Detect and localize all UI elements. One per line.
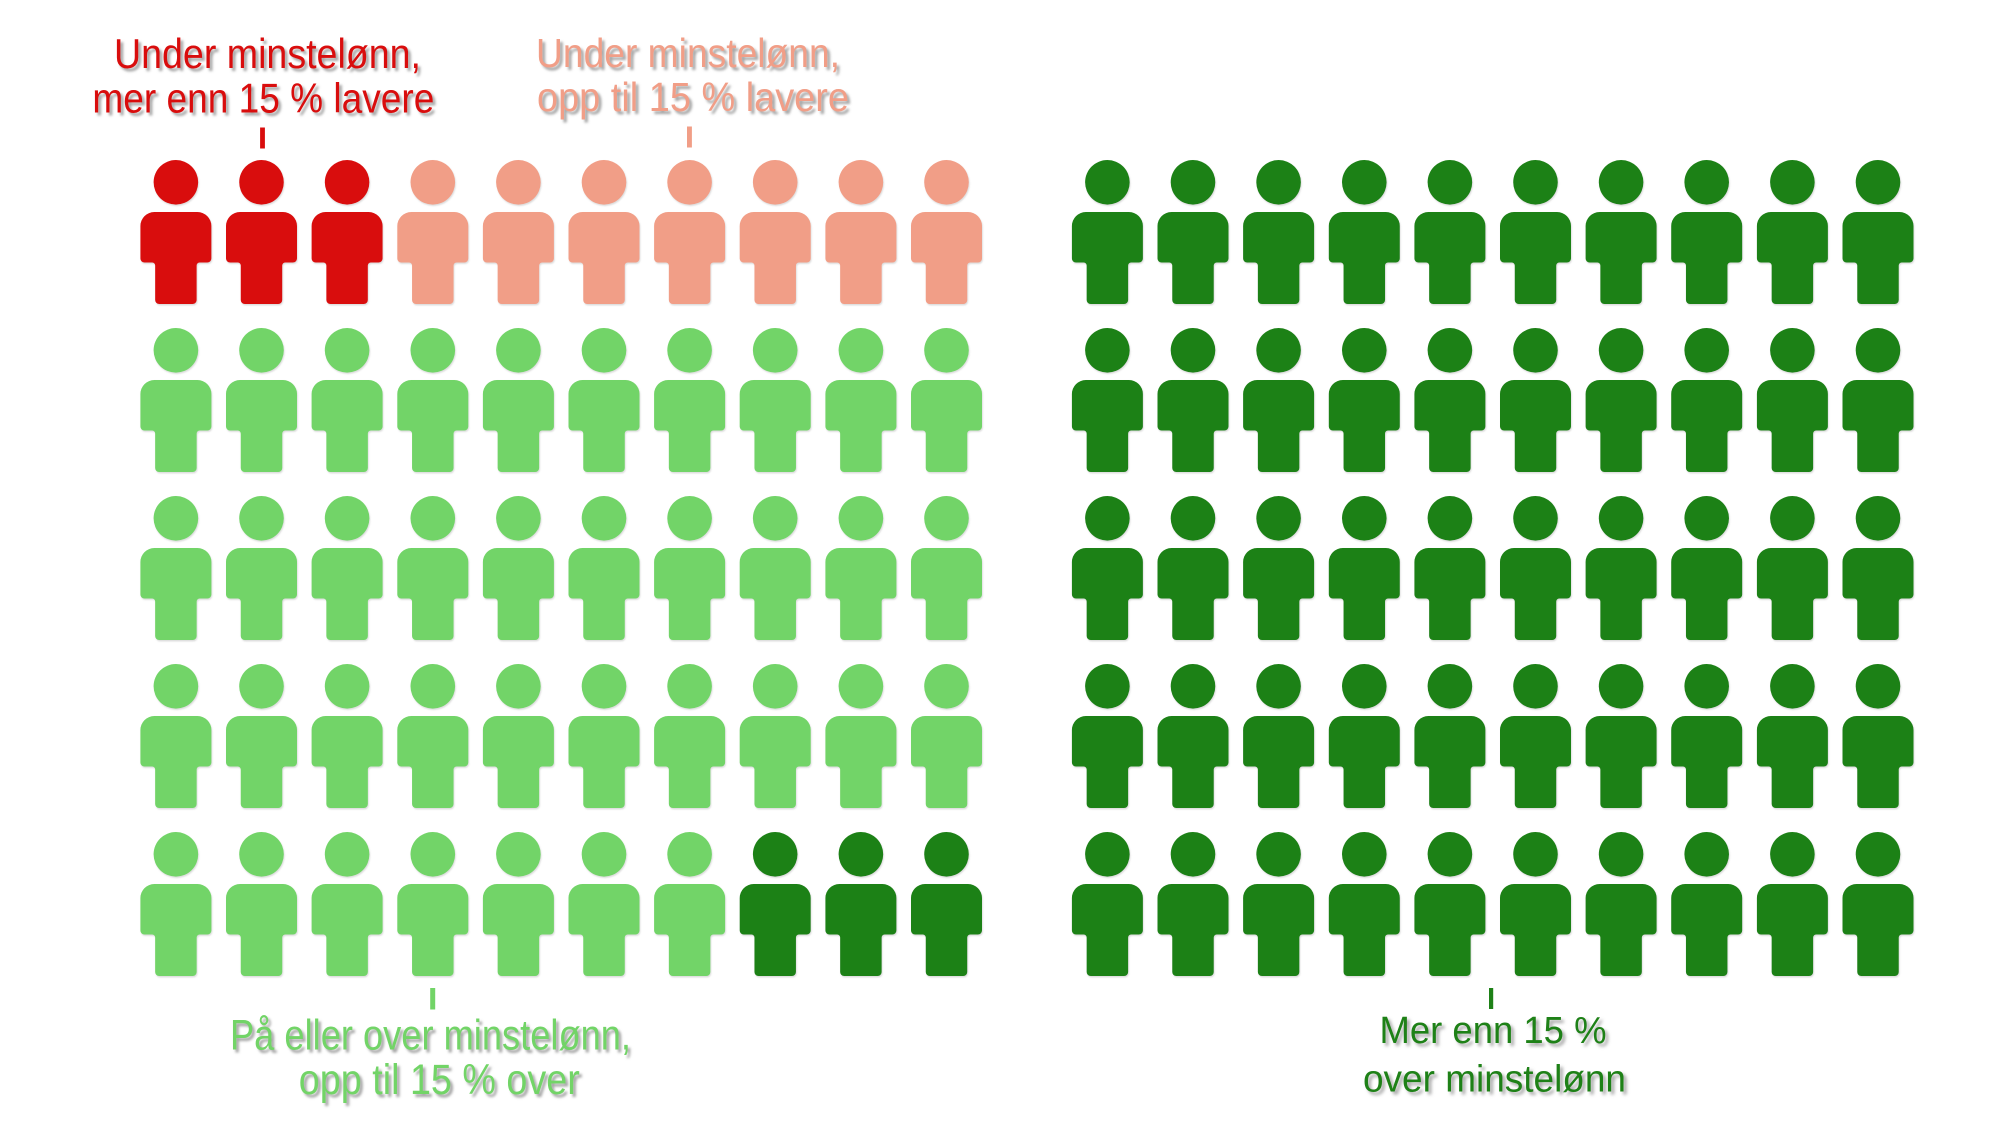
- svg-text:mer enn 15 % lavere: mer enn 15 % lavere: [92, 75, 434, 122]
- svg-text:opp til 15 % over: opp til 15 % over: [299, 1057, 580, 1104]
- svg-text:Under minstelønn,: Under minstelønn,: [536, 30, 840, 76]
- svg-text:Mer enn 15 %: Mer enn 15 %: [1380, 1010, 1607, 1052]
- svg-text:over minstelønn: over minstelønn: [1363, 1059, 1626, 1101]
- svg-text:Under minstelønn,: Under minstelønn,: [114, 30, 421, 77]
- svg-text:opp til 15 % lavere: opp til 15 % lavere: [537, 74, 849, 120]
- svg-text:På eller over minstelønn,: På eller over minstelønn,: [230, 1013, 631, 1060]
